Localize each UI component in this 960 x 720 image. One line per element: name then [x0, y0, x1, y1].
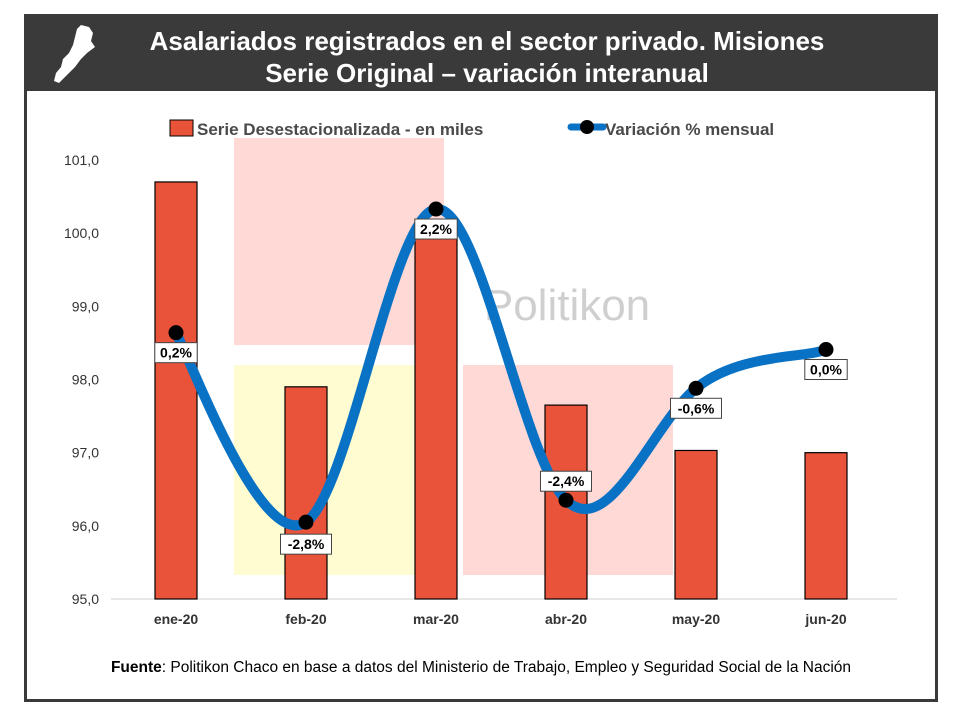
- x-tick-label: abr-20: [545, 611, 587, 627]
- chart-title-line-2: Serie Original – variación interanual: [265, 58, 709, 88]
- line-point: [168, 325, 184, 341]
- y-tick-label: 98,0: [72, 372, 99, 388]
- chart-frame: Asalariados registrados en el sector pri…: [24, 14, 938, 702]
- y-tick-label: 100,0: [64, 225, 99, 241]
- title-bar: Asalariados registrados en el sector pri…: [27, 17, 935, 91]
- data-label-box: [280, 533, 332, 555]
- line-point: [818, 342, 834, 358]
- source-text: : Politikon Chaco en base a datos del Mi…: [161, 659, 852, 676]
- chart-title-line-1: Asalariados registrados en el sector pri…: [149, 26, 825, 56]
- data-label-box: [804, 359, 848, 381]
- legend: Serie Desestacionalizada - en miles Vari…: [169, 119, 774, 139]
- data-label-box: [670, 397, 722, 419]
- source-label: Fuente: [110, 659, 162, 676]
- x-tick-label: jun-20: [804, 611, 846, 627]
- y-tick-label: 95,0: [72, 591, 99, 607]
- bar: [804, 452, 848, 600]
- data-label: -2,8%: [288, 536, 325, 552]
- data-label: 0,2%: [160, 345, 192, 361]
- x-tick-label: ene-20: [154, 611, 199, 627]
- legend-marker-swatch: [580, 120, 594, 134]
- data-label-box: [154, 342, 198, 364]
- legend-bar-swatch: [169, 119, 194, 137]
- data-label: 2,2%: [420, 221, 452, 237]
- y-tick-label: 99,0: [72, 298, 99, 314]
- bar: [414, 232, 458, 600]
- y-tick-label: 101,0: [64, 152, 99, 168]
- line-point: [688, 380, 704, 396]
- x-tick-label: may-20: [672, 611, 720, 627]
- legend-label-bars: Serie Desestacionalizada - en miles: [197, 120, 483, 139]
- data-label: -2,4%: [548, 473, 585, 489]
- x-tick-label: feb-20: [285, 611, 326, 627]
- data-label: -0,6%: [678, 400, 715, 416]
- line-point: [428, 201, 444, 217]
- misiones-map-icon: [54, 25, 95, 83]
- x-axis: ene-20 feb-20 mar-20 abr-20 may-20 jun-20: [154, 611, 847, 627]
- data-label: 0,0%: [810, 362, 842, 378]
- line-points: [168, 201, 834, 530]
- bar-series: [154, 181, 848, 600]
- chart-plot: Politikon Serie Desestacionalizada - en …: [64, 119, 897, 627]
- line-point: [558, 492, 574, 508]
- data-label-box: [540, 470, 592, 492]
- y-tick-label: 97,0: [72, 445, 99, 461]
- y-axis: 95,0 96,0 97,0 98,0 99,0 100,0 101,0: [64, 152, 99, 607]
- line-point: [298, 514, 314, 530]
- legend-label-line: Variación % mensual: [605, 120, 774, 139]
- data-label-box: [414, 218, 458, 240]
- bar: [674, 449, 718, 600]
- x-tick-label: mar-20: [413, 611, 459, 627]
- watermark-text: Politikon: [484, 281, 650, 330]
- data-labels: 0,2% -2,8% 2,2% -2,4% -0,6% 0,0%: [154, 218, 848, 555]
- source-note: Fuente: Politikon Chaco en base a datos …: [27, 659, 935, 677]
- bar: [154, 181, 198, 600]
- y-tick-label: 96,0: [72, 518, 99, 534]
